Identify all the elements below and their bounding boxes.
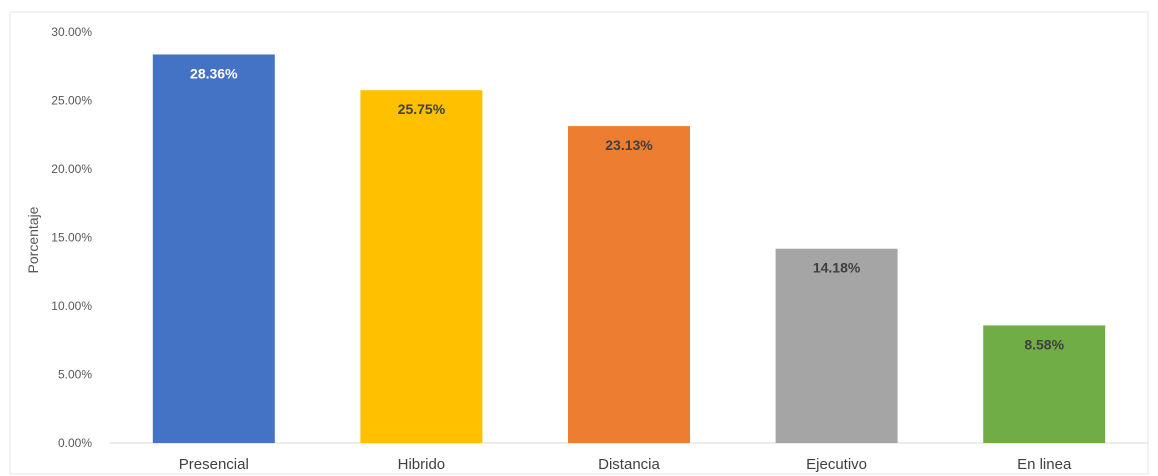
data-label: 14.18%	[813, 260, 861, 276]
data-label: 23.13%	[605, 137, 653, 153]
bar-hibrido	[360, 90, 483, 443]
y-tick-label: 10.00%	[51, 299, 92, 313]
y-axis-ticks: 0.00% 5.00% 10.00% 15.00% 20.00% 25.00% 30.00%	[51, 25, 92, 450]
data-label: 28.36%	[190, 65, 238, 81]
y-axis-title: Porcentaje	[25, 206, 41, 273]
y-tick-label: 30.00%	[51, 25, 92, 39]
category-label: Presencial	[179, 456, 249, 473]
bar-presencial	[152, 54, 275, 444]
bars-group: 28.36% 25.75% 23.13% 14.18% 8.58%	[152, 54, 1106, 444]
category-labels: Presencial Hibrido Distancia Ejecutivo En li…	[179, 456, 1072, 473]
y-tick-label: 5.00%	[58, 368, 92, 382]
category-label: En linea	[1017, 456, 1072, 473]
data-label: 8.58%	[1024, 336, 1064, 352]
category-label: Ejecutivo	[806, 456, 867, 473]
category-label: Distancia	[598, 456, 660, 473]
bar-ejecutivo	[775, 248, 898, 443]
y-tick-label: 15.00%	[51, 231, 92, 245]
bar-en-linea	[983, 325, 1106, 443]
bar-distancia	[568, 126, 690, 443]
y-tick-label: 20.00%	[51, 162, 92, 176]
y-tick-label: 25.00%	[51, 94, 92, 108]
category-label: Hibrido	[398, 456, 446, 473]
y-tick-label: 0.00%	[58, 436, 92, 450]
data-label: 25.75%	[398, 101, 446, 117]
